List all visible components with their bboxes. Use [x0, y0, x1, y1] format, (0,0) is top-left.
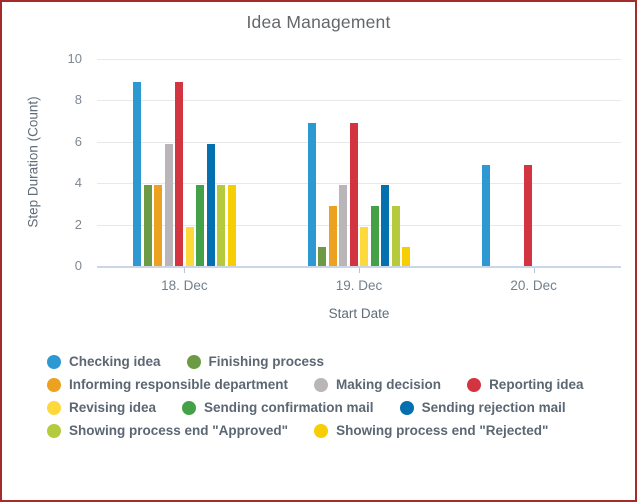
x-category-label: 18. Dec: [161, 278, 208, 293]
legend-item[interactable]: Showing process end "Rejected": [314, 423, 548, 438]
bar-group: [272, 59, 447, 266]
x-axis-tick: [359, 268, 360, 273]
legend-label: Showing process end "Rejected": [336, 423, 549, 438]
legend-dot-icon: [467, 377, 482, 392]
gridline: [97, 224, 621, 226]
legend-dot-icon: [47, 400, 61, 415]
bar[interactable]: [349, 123, 358, 266]
bar[interactable]: [524, 164, 533, 266]
y-tick-label: 4: [74, 175, 82, 191]
legend-label: Checking idea: [69, 354, 161, 369]
y-tick-label: 10: [67, 51, 82, 66]
x-axis-tick: [533, 268, 535, 273]
bar[interactable]: [196, 185, 205, 266]
bar[interactable]: [133, 81, 142, 266]
plot-area: 0 2 4 6 8 10 18. Dec 19. Dec 20. Dec: [68, 51, 621, 293]
legend-item[interactable]: Reporting idea: [467, 377, 584, 392]
legend-item[interactable]: Showing process end "Approved": [47, 423, 288, 438]
legend-label: Finishing process: [208, 354, 325, 369]
legend-item[interactable]: Sending rejection mail: [399, 400, 566, 415]
bar[interactable]: [391, 205, 400, 266]
legend-dot-icon: [47, 377, 61, 392]
legend-item[interactable]: Making decision: [314, 377, 441, 392]
legend-label: Revising idea: [69, 400, 157, 415]
legend-item[interactable]: Revising idea: [47, 400, 156, 415]
bar[interactable]: [175, 81, 184, 266]
y-tick-label: 0: [74, 258, 82, 273]
gridline: [97, 59, 621, 60]
bar[interactable]: [370, 205, 379, 266]
legend-dot-icon: [314, 377, 329, 392]
legend-item[interactable]: Informing responsible department: [47, 377, 288, 392]
legend: Checking idea Finishing process Informing …: [47, 354, 613, 446]
legend-item[interactable]: Sending confirmation mail: [182, 400, 374, 415]
y-tick-label: 8: [74, 92, 82, 108]
legend-dot-icon: [47, 354, 61, 369]
legend-dot-icon: [47, 423, 61, 438]
bar[interactable]: [227, 185, 236, 266]
gridline: [97, 100, 621, 102]
legend-label: Reporting idea: [489, 377, 584, 392]
chart-title: Idea Management: [246, 12, 391, 32]
legend-dot-icon: [399, 400, 414, 415]
legend-dot-icon: [182, 400, 197, 415]
legend-item[interactable]: Finishing process: [186, 354, 325, 369]
bar[interactable]: [339, 185, 348, 266]
bar[interactable]: [154, 185, 163, 266]
legend-label: Informing responsible department: [69, 377, 289, 392]
x-category-label: 19. Dec: [335, 278, 383, 293]
bar[interactable]: [381, 185, 390, 266]
bar[interactable]: [164, 143, 173, 266]
bar[interactable]: [482, 164, 491, 266]
x-category-label: 20. Dec: [510, 278, 557, 293]
bar[interactable]: [402, 247, 411, 266]
bar-group: [446, 59, 621, 266]
legend-label: Sending confirmation mail: [204, 400, 374, 415]
bar[interactable]: [360, 226, 369, 266]
bar[interactable]: [318, 247, 327, 266]
y-tick-label: 6: [74, 133, 82, 149]
bar-group: [97, 59, 272, 266]
legend-dot-icon: [314, 423, 329, 438]
bar[interactable]: [143, 185, 152, 266]
bar[interactable]: [217, 185, 226, 266]
legend-label: Making decision: [336, 377, 442, 392]
gridline: [97, 141, 621, 143]
x-axis-title: Start Date: [328, 306, 390, 321]
legend-dot-icon: [186, 354, 201, 369]
legend-item[interactable]: Checking idea: [47, 354, 161, 369]
bar[interactable]: [206, 143, 215, 266]
gridline: [97, 183, 621, 185]
bar[interactable]: [307, 123, 316, 266]
legend-label: Showing process end "Approved": [69, 423, 289, 438]
bar[interactable]: [185, 226, 194, 266]
y-axis-title: Step Duration (Count): [25, 96, 41, 228]
legend-label: Sending rejection mail: [421, 400, 566, 415]
y-tick-label: 2: [74, 216, 82, 232]
bar[interactable]: [328, 205, 337, 266]
x-axis-tick: [184, 268, 186, 273]
